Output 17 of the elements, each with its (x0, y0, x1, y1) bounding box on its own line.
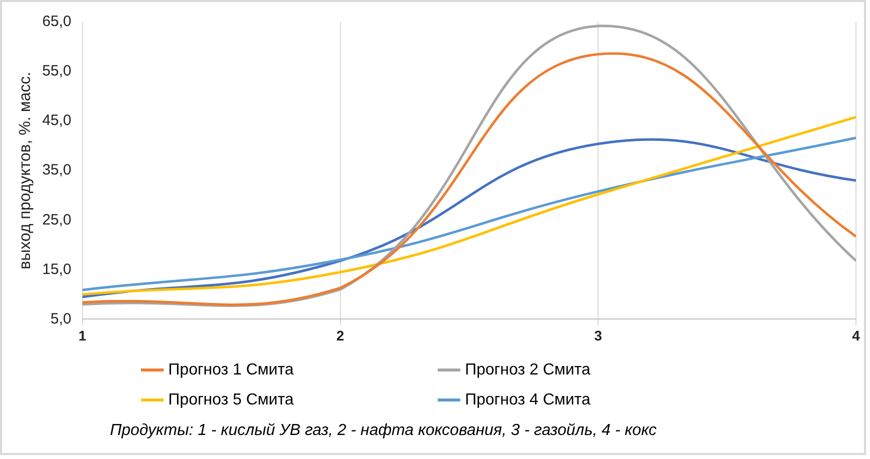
legend-label: Прогноз 5 Смита (168, 391, 428, 408)
x-tick-label: 3 (594, 327, 602, 344)
legend-label: Прогноз 1 Смита (168, 361, 428, 378)
text: Продукты: 1 - кислый УВ газ, 2 - нафта коксования, 3 - газойль, 4 - кокс (110, 422, 657, 440)
y-axis-title: выход продуктов, %. масс. (17, 72, 34, 270)
x-tick-label: 2 (336, 327, 344, 344)
y-tick-label: 15,0 (42, 260, 72, 278)
x-tick-label: 4 (852, 327, 860, 344)
x-tick-label: 1 (78, 327, 86, 344)
y-tick-label: 45,0 (42, 112, 72, 130)
y-tick-label: 65,0 (42, 13, 72, 30)
y-tick-label: 5,0 (50, 310, 72, 328)
legend-label: Прогноз 2 Смита (465, 361, 724, 378)
y-tick-label: 35,0 (42, 162, 72, 179)
legend-label: Прогноз 4 Смита (465, 391, 724, 408)
y-tick-label: 55,0 (42, 62, 72, 80)
y-tick-label: 25,0 (42, 211, 72, 228)
